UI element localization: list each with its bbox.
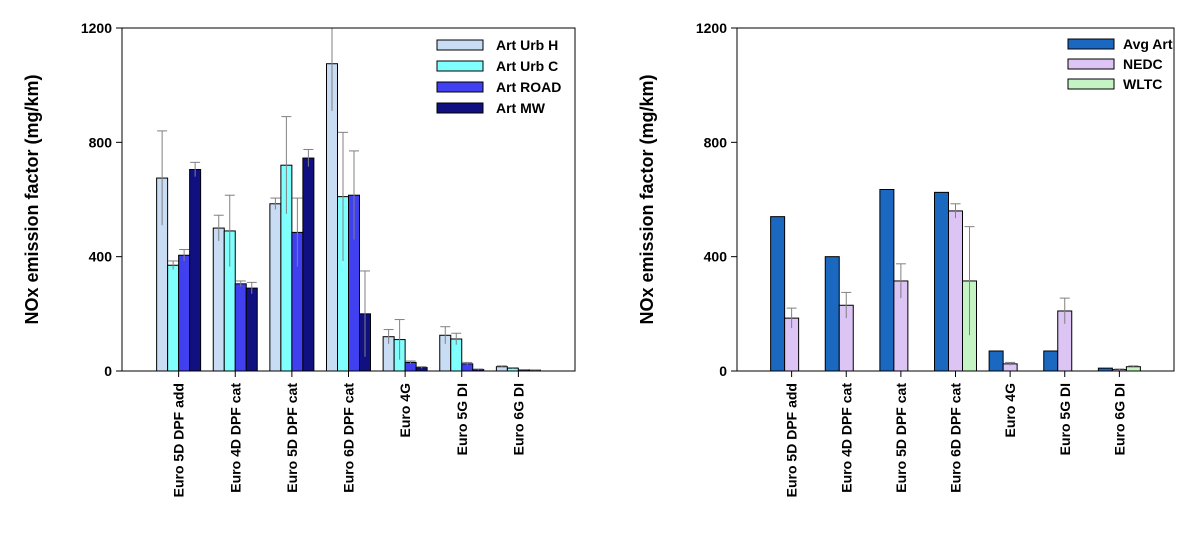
x-tick-label-euro-6d-dpf-cat: Euro 6D DPF cat <box>341 383 357 493</box>
x-tick-label-euro-5d-dpf-cat: Euro 5D DPF cat <box>284 383 300 493</box>
bar-avg-art-euro-4g <box>988 350 1004 372</box>
bar-avg-art-euro-6d-dpf-cat <box>934 191 949 372</box>
legend-swatch-avg-art <box>1067 38 1115 50</box>
y-tick-label: 0 <box>719 363 727 379</box>
legend-swatch-art-mw <box>436 102 484 114</box>
bar-avg-art-euro-5d-dpf-cat <box>879 188 895 372</box>
x-tick-label-euro-6g-di: Euro 6G DI <box>1111 383 1127 455</box>
y-tick-label: 400 <box>704 249 728 265</box>
bar-art-mw-euro-4d-dpf-cat <box>245 287 258 372</box>
y-tick-label: 400 <box>89 249 113 265</box>
y-axis-title: NOx emission factor (mg/km) <box>637 74 657 324</box>
y-axis-title: NOx emission factor (mg/km) <box>22 74 42 324</box>
bar-art-mw-euro-5d-dpf-cat <box>302 157 315 372</box>
x-tick-label-euro-4d-dpf-cat: Euro 4D DPF cat <box>838 383 854 493</box>
bar-art-urb-h-euro-4d-dpf-cat <box>212 227 225 372</box>
bar-art-urb-h-euro-5d-dpf-cat <box>269 203 282 372</box>
legend-label-art-urb-c: Art Urb C <box>496 58 558 74</box>
x-tick-label-euro-5g-di: Euro 5G DI <box>454 383 470 455</box>
legend-label-wltc: WLTC <box>1123 76 1162 92</box>
x-tick-label-euro-4g: Euro 4G <box>1002 383 1018 438</box>
bar-nedc-euro-6d-dpf-cat <box>948 210 963 372</box>
series-art-mw <box>189 148 541 372</box>
x-tick-label-euro-5g-di: Euro 5G DI <box>1057 383 1073 455</box>
y-tick-label: 800 <box>704 134 728 150</box>
series-wltc <box>962 226 1141 372</box>
x-tick-label-euro-5d-dpf-add: Euro 5D DPF add <box>171 383 187 497</box>
x-tick-label-euro-5d-dpf-cat: Euro 5D DPF cat <box>893 383 909 493</box>
legend-label-art-mw: Art MW <box>496 100 546 116</box>
legend-label-nedc: NEDC <box>1123 56 1163 72</box>
legend-label-art-urb-h: Art Urb H <box>496 37 558 53</box>
x-tick-label-euro-5d-dpf-add: Euro 5D DPF add <box>784 383 800 497</box>
series-art-urb-h <box>156 27 508 372</box>
y-tick-label: 1200 <box>81 20 112 36</box>
bar-avg-art-euro-5d-dpf-add <box>770 216 786 372</box>
series-avg-art <box>770 188 1113 372</box>
legend-label-art-road: Art ROAD <box>496 79 561 95</box>
legend-label-avg-art: Avg Art <box>1123 36 1173 52</box>
chart-1: 0 400 800 1200 Euro 5D DPF add Euro 4D DPF ca… <box>22 20 576 497</box>
legend-swatch-nedc <box>1067 58 1115 70</box>
chart-2: 0 400 800 1200 Euro 5D DPF add Euro 4D DPF ca… <box>637 20 1175 497</box>
legend-swatch-wltc <box>1067 78 1115 90</box>
x-tick-label-euro-6d-dpf-cat: Euro 6D DPF cat <box>948 383 964 493</box>
x-tick-label-euro-4d-dpf-cat: Euro 4D DPF cat <box>227 383 243 493</box>
legend-swatch-art-road <box>436 81 484 93</box>
bar-avg-art-euro-4d-dpf-cat <box>824 256 840 372</box>
legend: Avg Art NEDC WLTC <box>1067 36 1173 92</box>
bar-avg-art-euro-5g-di <box>1043 350 1059 372</box>
x-tick-label-euro-6g-di: Euro 6G DI <box>510 383 526 455</box>
legend: Art Urb H Art Urb C Art ROAD Art MW <box>436 37 561 116</box>
x-tick-label-euro-4g: Euro 4G <box>397 383 413 438</box>
bar-art-road-euro-5d-dpf-add <box>178 254 191 372</box>
bar-art-urb-c-euro-5d-dpf-add <box>167 264 180 372</box>
bar-art-road-euro-4d-dpf-cat <box>234 283 247 372</box>
bar-art-mw-euro-5d-dpf-add <box>189 168 202 372</box>
y-tick-label: 800 <box>89 134 113 150</box>
legend-swatch-art-urb-c <box>436 60 484 72</box>
legend-swatch-art-urb-h <box>436 39 484 51</box>
y-tick-label: 1200 <box>696 20 727 36</box>
y-tick-label: 0 <box>104 363 112 379</box>
